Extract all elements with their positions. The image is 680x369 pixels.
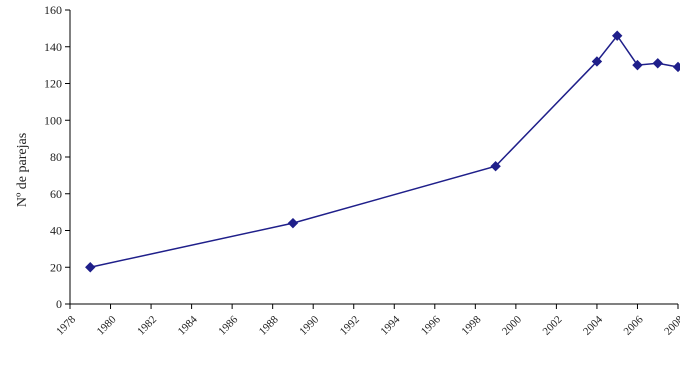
y-tick-label: 20 <box>50 260 62 274</box>
y-tick-label: 100 <box>44 113 62 127</box>
x-tick-label: 1992 <box>338 314 362 338</box>
x-tick-label: 1980 <box>95 313 119 337</box>
y-tick-label: 140 <box>44 40 62 54</box>
y-tick-label: 160 <box>44 3 62 17</box>
y-tick-label: 40 <box>50 224 62 238</box>
data-point-diamond <box>288 219 297 228</box>
x-tick-label: 1990 <box>297 313 321 337</box>
y-tick-label: 0 <box>56 297 62 311</box>
y-tick-label: 120 <box>44 77 62 91</box>
x-tick-label: 2002 <box>540 314 564 338</box>
x-tick-label: 1988 <box>257 313 281 337</box>
x-tick-label: 2004 <box>581 313 605 337</box>
x-tick-label: 1994 <box>378 313 402 337</box>
series-group <box>86 31 680 272</box>
data-point-diamond <box>86 263 95 272</box>
x-tick-label: 1986 <box>216 313 240 337</box>
x-tick-label: 1978 <box>54 313 78 337</box>
y-tick-label: 80 <box>50 150 62 164</box>
x-tick-label: 1984 <box>176 313 200 337</box>
x-tick-label: 1982 <box>135 314 159 338</box>
x-tick-label: 1998 <box>459 313 483 337</box>
x-tick-label: 2006 <box>622 313 646 337</box>
data-point-diamond <box>633 61 642 70</box>
x-tick-label: 2000 <box>500 313 524 337</box>
data-point-diamond <box>674 62 680 71</box>
axes: 0 20 40 60 80 100 120 140 160 1978 1980 1982 1984 198… <box>44 3 680 338</box>
data-point-diamond <box>653 59 662 68</box>
series-line <box>90 36 678 268</box>
x-tick-label: 1996 <box>419 313 443 337</box>
y-tick-label: 60 <box>50 187 62 201</box>
y-axis-label: Nº de parejas <box>15 133 30 207</box>
x-tick-label: 2008 <box>662 313 680 337</box>
